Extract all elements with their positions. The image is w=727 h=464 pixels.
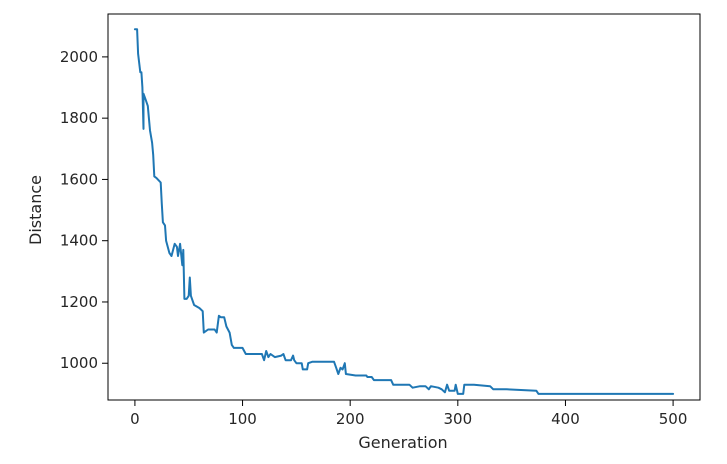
x-tick-label: 0 [130,410,140,428]
y-tick-label: 2000 [60,48,98,66]
x-axis: 0 100 200 300 400 500 [130,400,687,428]
x-tick-label: 200 [336,410,365,428]
x-tick-label: 100 [228,410,257,428]
y-tick-label: 1000 [60,354,98,372]
y-tick-label: 1400 [60,232,98,250]
y-axis-label: Distance [26,175,45,245]
y-tick-label: 1800 [60,109,98,127]
x-tick-label: 300 [443,410,472,428]
plot-area [107,13,701,401]
y-axis: 1000 1200 1400 1600 1800 2000 [60,48,108,372]
distance-series-line [133,28,675,395]
x-tick-label: 400 [551,410,580,428]
y-tick-label: 1600 [60,170,98,188]
x-tick-label: 500 [659,410,688,428]
x-axis-label: Generation [358,433,447,452]
y-tick-label: 1200 [60,293,98,311]
